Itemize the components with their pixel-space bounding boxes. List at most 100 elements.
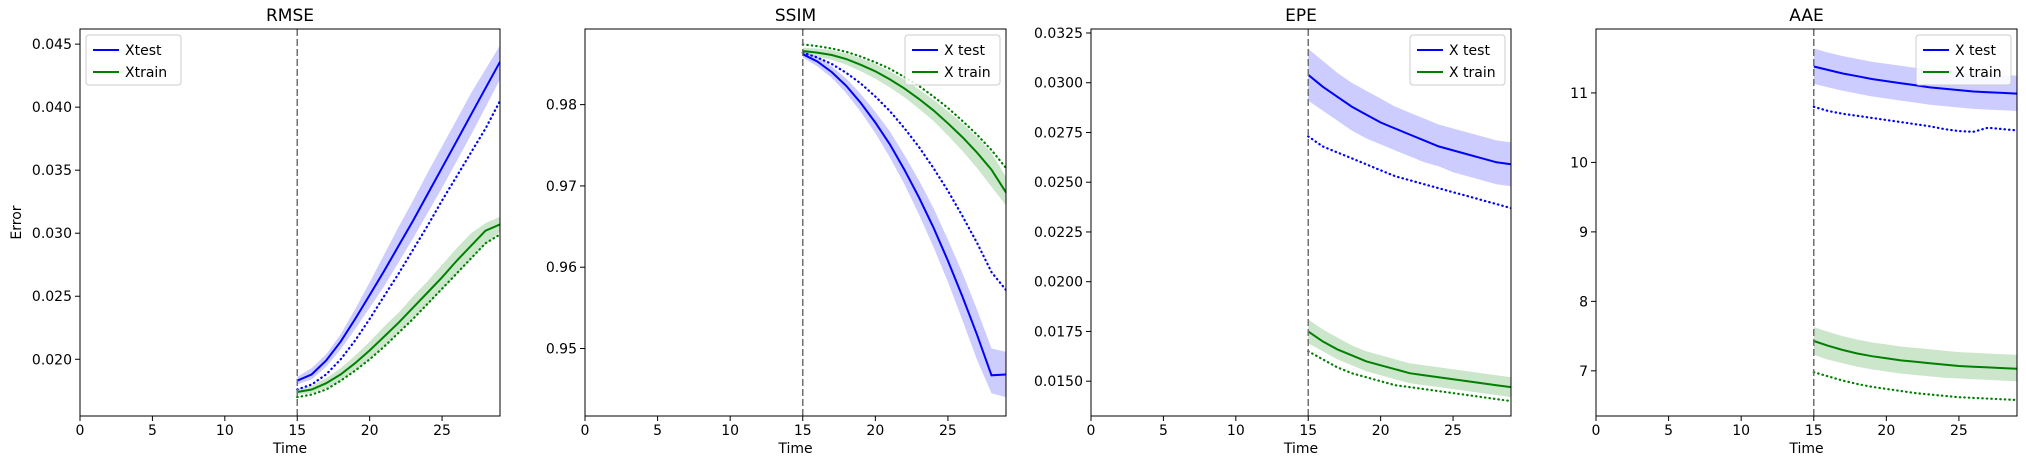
series-line-0-solid [296, 61, 500, 382]
x-axis-label: Time [1283, 441, 1318, 457]
confidence-band-0 [1813, 48, 2017, 111]
x-axis-label: Time [777, 441, 812, 457]
y-tick-label: 0.020 [32, 352, 72, 368]
series-line-0-solid [1813, 65, 2017, 95]
y-tick-label: 0.0225 [1034, 225, 1083, 241]
x-tick-label: 25 [939, 423, 957, 439]
series-line-1-dotted [296, 99, 500, 391]
legend-label: X train [944, 65, 991, 81]
y-tick-label: 0.0250 [1034, 175, 1083, 191]
y-tick-label: 11 [1570, 86, 1588, 102]
series-line-3-dotted [1307, 350, 1511, 403]
series-line-3-dotted [1812, 371, 2017, 402]
y-tick-label: 9 [1579, 225, 1588, 241]
confidence-band-0 [297, 45, 500, 385]
chart-title: SSIM [775, 6, 816, 26]
x-tick-label: 0 [1087, 423, 1096, 439]
legend-label: Xtest [125, 43, 162, 59]
chart-panel-ssim: SSIM 0 5 10 15 20 25 0.95 0.96 0.97 0.98 Time X test… [546, 6, 1007, 457]
series-line-0-solid [1307, 74, 1511, 166]
y-axis-label: Error [9, 205, 25, 239]
series-line-1-dotted [1307, 135, 1511, 210]
y-tick-label: 10 [1570, 155, 1588, 171]
x-tick-label: 15 [1805, 423, 1823, 439]
x-tick-label: 25 [1950, 423, 1968, 439]
x-axis-label: Time [272, 441, 307, 457]
legend: X test X train [1409, 34, 1506, 86]
confidence-band-2 [297, 216, 500, 395]
y-tick-label: 7 [1579, 364, 1588, 380]
x-tick-label: 10 [1227, 423, 1245, 439]
axes-frame [79, 28, 501, 417]
legend: Xtest Xtrain [85, 34, 182, 86]
series-line-2-solid [297, 223, 500, 393]
x-tick-label: 15 [288, 423, 306, 439]
chart-title: AAE [1789, 6, 1823, 26]
series-line-3-dotted [296, 233, 500, 399]
axes-frame [584, 28, 1007, 417]
x-tick-label: 10 [1732, 423, 1750, 439]
y-tick-label: 0.97 [546, 179, 577, 195]
x-tick-label: 20 [1372, 423, 1390, 439]
x-tick-label: 15 [1299, 423, 1317, 439]
x-tick-label: 25 [433, 423, 451, 439]
chart-title: EPE [1285, 6, 1317, 26]
legend-label: X test [1955, 43, 1996, 59]
chart-panel-aae: AAE 0 5 10 15 20 25 7 8 9 10 11 Time X test X train [1570, 6, 2018, 457]
y-tick-label: 0.025 [32, 289, 72, 305]
x-tick-label: 10 [721, 423, 739, 439]
axes-frame [1090, 28, 1512, 417]
y-tick-label: 0.98 [546, 98, 577, 114]
legend-label: X train [1449, 65, 1496, 81]
legend-label: X train [1955, 65, 2002, 81]
legend: X test X train [1915, 34, 2012, 86]
x-tick-label: 5 [1159, 423, 1168, 439]
series-line-2-solid [802, 50, 1006, 193]
y-tick-label: 8 [1579, 294, 1588, 310]
chart-panel-epe: EPE 0 5 10 15 20 25 0.0150 0.0175 0.0200 0.0225 0.0… [1034, 6, 1512, 457]
x-tick-label: 5 [148, 423, 157, 439]
x-axis-label: Time [1788, 441, 1823, 457]
series-line-2-solid [1307, 330, 1511, 389]
x-tick-label: 5 [653, 423, 662, 439]
y-tick-label: 0.0175 [1034, 324, 1083, 340]
y-tick-label: 0.0325 [1034, 26, 1083, 42]
y-tick-label: 0.95 [546, 342, 577, 358]
x-tick-label: 0 [76, 423, 85, 439]
y-tick-label: 0.045 [32, 37, 72, 53]
x-tick-label: 0 [581, 423, 590, 439]
y-tick-label: 0.035 [32, 163, 72, 179]
series-line-0-solid [802, 53, 1006, 377]
y-tick-label: 0.96 [546, 260, 577, 276]
y-tick-label: 0.0300 [1034, 76, 1083, 92]
series-line-3-dotted [801, 43, 1006, 170]
confidence-band-0 [802, 51, 1006, 398]
y-tick-label: 0.0150 [1034, 374, 1083, 390]
confidence-band-2 [1813, 327, 2017, 382]
series-line-1-dotted [1812, 105, 2017, 133]
legend-label: X test [944, 43, 985, 59]
y-tick-label: 0.030 [32, 226, 72, 242]
x-tick-label: 10 [216, 423, 234, 439]
y-tick-label: 0.040 [32, 100, 72, 116]
x-tick-label: 25 [1444, 423, 1462, 439]
x-tick-label: 20 [361, 423, 379, 439]
legend-label: Xtrain [125, 65, 167, 81]
confidence-band-2 [1308, 319, 1511, 398]
series-line-2-solid [1813, 340, 2017, 370]
y-tick-label: 0.0275 [1034, 125, 1083, 141]
legend: X test X train [904, 34, 1001, 86]
chart-panel-rmse: RMSE 0 5 10 15 20 25 0.020 0.025 0.030 0.035 0.040 0… [9, 6, 501, 457]
confidence-band-2 [802, 47, 1006, 206]
chart-title: RMSE [266, 6, 314, 26]
x-tick-label: 15 [794, 423, 812, 439]
x-tick-label: 5 [1664, 423, 1673, 439]
y-tick-label: 0.0200 [1034, 275, 1083, 291]
legend-label: X test [1449, 43, 1490, 59]
x-tick-label: 20 [866, 423, 884, 439]
series-line-1-dotted [801, 51, 1006, 292]
x-tick-label: 20 [1877, 423, 1895, 439]
x-tick-label: 0 [1592, 423, 1601, 439]
axes-frame [1595, 28, 2018, 417]
